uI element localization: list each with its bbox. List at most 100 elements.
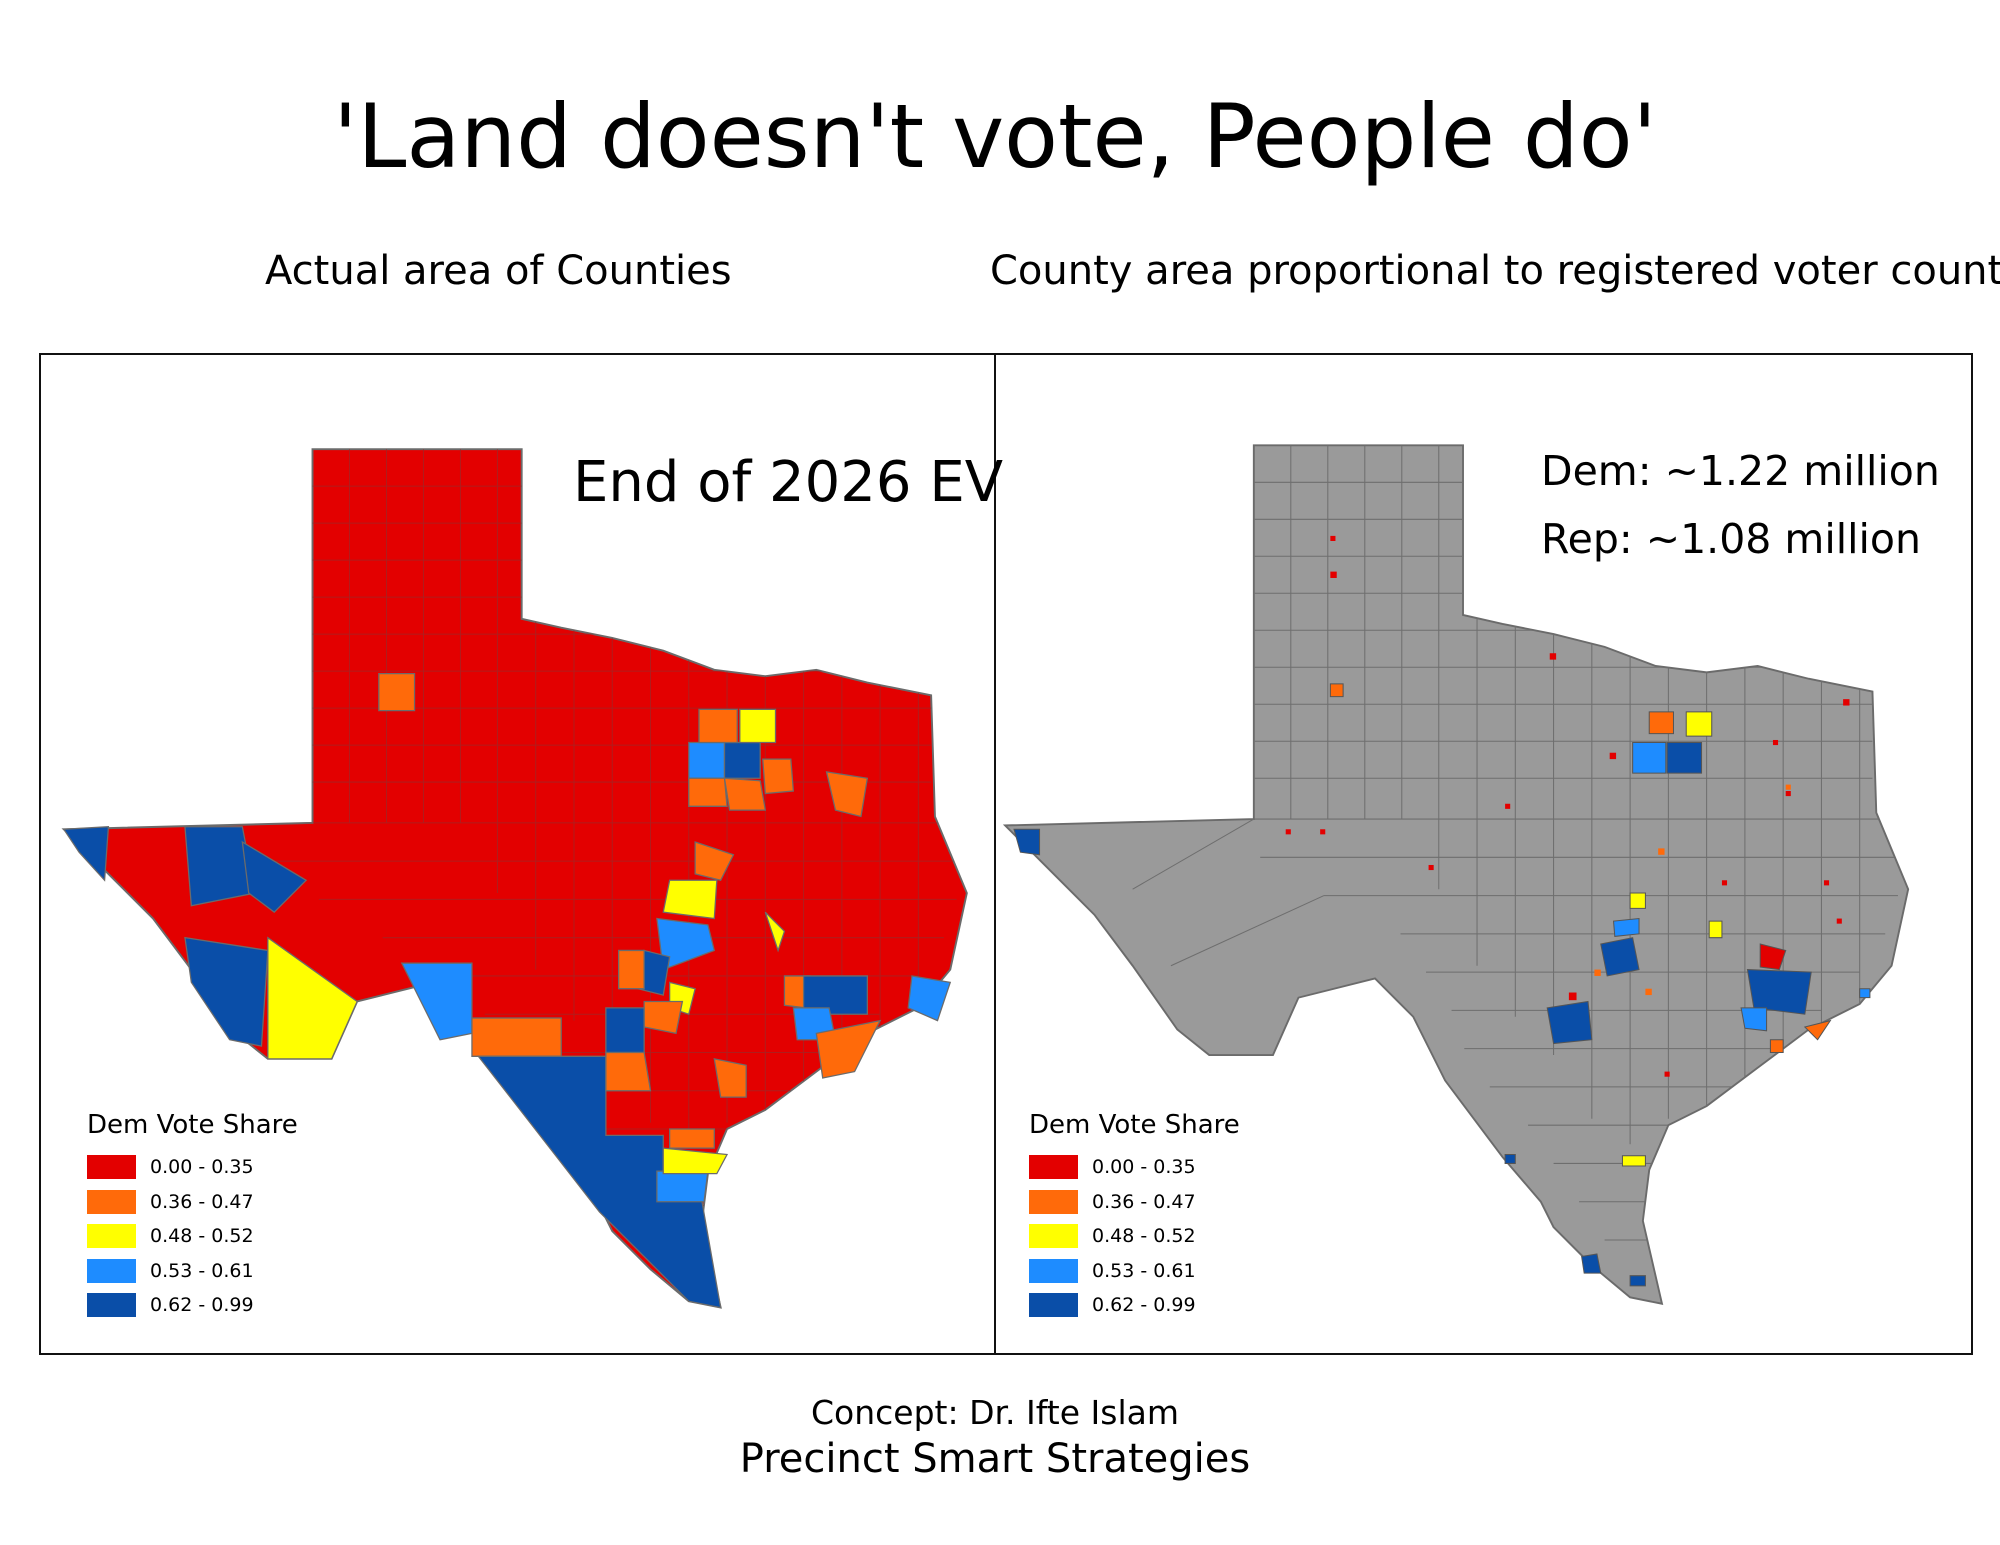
county-patch xyxy=(1621,1155,1646,1167)
legend-label: 0.48 - 0.52 xyxy=(150,1225,254,1248)
small-county-dot xyxy=(1658,848,1665,855)
county-patch xyxy=(815,1019,882,1079)
page-title: 'Land doesn't vote, People do' xyxy=(333,85,1657,188)
legend-swatch xyxy=(87,1258,136,1283)
county-patch xyxy=(1746,969,1812,1015)
county-patch xyxy=(739,708,777,744)
left-map-subtitle: Actual area of Counties xyxy=(265,248,732,294)
county-patch xyxy=(656,917,716,971)
county-patch xyxy=(643,1000,684,1035)
county-patch xyxy=(1013,828,1041,856)
right-map-subtitle: County area proportional to registered v… xyxy=(990,248,2000,294)
county-patch xyxy=(669,1128,715,1149)
legend-swatch xyxy=(87,1189,136,1214)
organization-credit: Precinct Smart Strategies xyxy=(739,1436,1251,1482)
county-patch xyxy=(1759,943,1787,971)
legend-label: 0.53 - 0.61 xyxy=(1092,1259,1196,1282)
legend-label: 0.53 - 0.61 xyxy=(150,1259,254,1282)
county-patch xyxy=(907,975,952,1022)
legend-label: 0.36 - 0.47 xyxy=(150,1190,254,1213)
legend-item: 0.00 - 0.35 xyxy=(1029,1150,1240,1185)
legend-swatch xyxy=(1029,1293,1078,1318)
left-texas-map xyxy=(62,448,968,1309)
county-patch xyxy=(378,673,416,712)
county-patch xyxy=(1629,1275,1646,1287)
county-patch xyxy=(656,1170,709,1203)
county-patch xyxy=(694,841,735,882)
county-patch xyxy=(1708,920,1723,939)
small-county-dot xyxy=(1594,969,1601,976)
county-patch xyxy=(1803,1019,1832,1041)
legend-item: 0.48 - 0.52 xyxy=(1029,1219,1240,1254)
legend-item: 0.36 - 0.47 xyxy=(1029,1185,1240,1220)
county-patch xyxy=(1504,1154,1516,1164)
county-patch xyxy=(184,826,256,907)
county-patch xyxy=(1600,937,1640,977)
legend-item: 0.48 - 0.52 xyxy=(87,1219,298,1254)
legend-swatch xyxy=(87,1155,136,1180)
county-patch xyxy=(605,1051,652,1092)
county-patch xyxy=(802,975,868,1015)
legend-title: Dem Vote Share xyxy=(1029,1110,1240,1140)
legend-item: 0.36 - 0.47 xyxy=(87,1185,298,1220)
county-patch xyxy=(1859,988,1871,999)
map-period-label: End of 2026 EV xyxy=(573,450,1004,515)
legend-item: 0.62 - 0.99 xyxy=(87,1288,298,1323)
county-patch xyxy=(617,949,645,990)
county-patch xyxy=(1740,1007,1768,1032)
county-patch xyxy=(662,879,718,920)
right-county-grid xyxy=(1132,445,1905,1241)
county-patch xyxy=(1329,683,1344,698)
county-patch xyxy=(1546,1000,1593,1045)
rep-vote-count: Rep: ~1.08 million xyxy=(1541,515,1921,563)
county-patch xyxy=(1612,917,1640,937)
county-patch xyxy=(184,936,269,1047)
county-patch xyxy=(723,741,761,779)
legend-label: 0.62 - 0.99 xyxy=(1092,1294,1196,1317)
county-patch xyxy=(62,826,110,882)
concept-credit: Concept: Dr. Ifte Islam xyxy=(811,1393,1179,1432)
county-patch xyxy=(662,1147,729,1175)
county-patch xyxy=(713,1058,747,1098)
legend-item: 0.00 - 0.35 xyxy=(87,1150,298,1185)
county-patch xyxy=(688,741,726,779)
legend-label: 0.36 - 0.47 xyxy=(1092,1190,1196,1213)
legend-item: 0.53 - 0.61 xyxy=(1029,1254,1240,1289)
right-legend: Dem Vote Share 0.00 - 0.35 0.36 - 0.47 0… xyxy=(1029,1110,1240,1323)
legend-label: 0.00 - 0.35 xyxy=(1092,1156,1196,1179)
county-patch xyxy=(723,777,767,811)
legend-swatch xyxy=(1029,1224,1078,1249)
legend-label: 0.48 - 0.52 xyxy=(1092,1225,1196,1248)
small-county-dot xyxy=(1785,784,1791,790)
county-patch xyxy=(764,911,786,953)
county-patch xyxy=(1685,711,1713,737)
legend-swatch xyxy=(1029,1155,1078,1180)
legend-swatch xyxy=(1029,1189,1078,1214)
county-patch xyxy=(688,777,728,807)
county-patch xyxy=(698,708,738,744)
small-county-dots xyxy=(1285,535,1850,1077)
legend-item: 0.53 - 0.61 xyxy=(87,1254,298,1289)
small-county-dot xyxy=(1645,988,1652,996)
county-patch xyxy=(471,1017,562,1057)
county-patch xyxy=(1769,1039,1784,1053)
county-patch xyxy=(267,936,358,1060)
legend-swatch xyxy=(87,1293,136,1318)
legend-title: Dem Vote Share xyxy=(87,1110,298,1140)
legend-swatch xyxy=(87,1224,136,1249)
county-patch xyxy=(1581,1253,1602,1274)
right-map-frame xyxy=(994,353,1973,1355)
legend-label: 0.00 - 0.35 xyxy=(150,1156,254,1179)
county-patch xyxy=(1666,742,1703,774)
county-patch xyxy=(1648,711,1674,735)
county-patch xyxy=(825,771,869,818)
county-patch xyxy=(762,758,795,795)
county-patch xyxy=(1632,742,1667,774)
county-patch xyxy=(400,962,473,1041)
county-patch xyxy=(1629,892,1646,909)
dem-vote-count: Dem: ~1.22 million xyxy=(1541,447,1940,495)
left-legend: Dem Vote Share 0.00 - 0.35 0.36 - 0.47 0… xyxy=(87,1110,298,1323)
right-cartogram-map xyxy=(1004,444,1910,1305)
legend-label: 0.62 - 0.99 xyxy=(150,1294,254,1317)
